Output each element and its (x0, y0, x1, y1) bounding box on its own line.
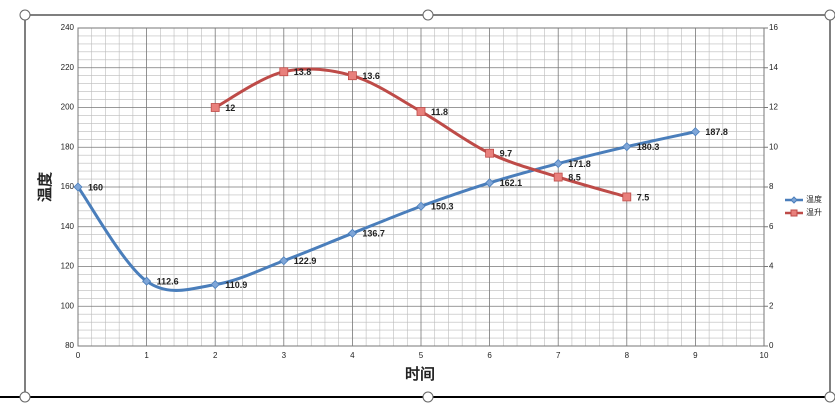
x-tick-label: 0 (76, 351, 81, 360)
data-label: 150.3 (431, 202, 454, 212)
marker (622, 192, 632, 202)
series-line (76, 130, 696, 292)
handle (422, 9, 434, 21)
data-label: 171.8 (568, 159, 591, 169)
x-tick-label: 10 (760, 351, 769, 360)
x-tick-label: 6 (487, 351, 492, 360)
y2-tick-label: 0 (769, 341, 774, 350)
y-tick-label: 220 (61, 63, 75, 72)
marker (416, 201, 426, 211)
handle (19, 391, 31, 403)
marker (416, 107, 426, 116)
x-tick-label: 4 (350, 351, 355, 360)
marker (485, 178, 495, 188)
data-label: 13.6 (362, 71, 380, 81)
data-label: 180.3 (637, 142, 660, 152)
y-axis-title: 温度 (36, 171, 54, 202)
x-tick-label: 1 (144, 351, 149, 360)
data-label: 136.7 (362, 229, 385, 239)
y-tick-label: 100 (61, 301, 75, 310)
x-tick-label: 8 (625, 351, 630, 360)
y2-tick-label: 8 (769, 182, 774, 191)
data-label: 187.8 (705, 127, 728, 137)
marker (622, 142, 632, 152)
data-label: 160 (88, 182, 103, 192)
handle (19, 9, 31, 21)
y-tick-label: 240 (61, 23, 75, 32)
marker (210, 103, 220, 112)
y-tick-label: 120 (61, 262, 75, 271)
data-label: 7.5 (637, 192, 650, 202)
legend-label: 温升 (806, 208, 822, 217)
y2-tick-label: 6 (769, 222, 774, 231)
handles (19, 9, 835, 403)
marker (142, 276, 152, 286)
marker (690, 127, 700, 137)
x-tick-label: 3 (282, 351, 287, 360)
y2-tick-label: 16 (769, 23, 778, 32)
data-label: 11.8 (431, 107, 448, 117)
handle (824, 391, 835, 403)
y2-tick-label: 14 (769, 63, 778, 72)
legend-label: 温度 (806, 194, 822, 204)
legend-marker (790, 196, 798, 204)
data-label: 112.6 (157, 277, 179, 287)
data-label: 162.1 (500, 178, 523, 188)
y-tick-label: 140 (61, 222, 75, 231)
y-tick-label: 80 (65, 341, 74, 350)
marker (210, 280, 220, 290)
x-tick-label: 9 (693, 351, 698, 360)
y2-tick-label: 10 (769, 142, 778, 151)
marker (347, 228, 357, 238)
marker (347, 71, 357, 81)
marker (279, 256, 289, 266)
y-tick-label: 200 (61, 103, 75, 112)
data-label: 122.9 (294, 256, 317, 266)
legend-marker (790, 209, 798, 217)
y2-tick-label: 4 (769, 262, 774, 271)
y-tick-label: 160 (61, 182, 75, 191)
data-label: 9.7 (500, 149, 513, 159)
marker (279, 67, 289, 77)
handle (422, 391, 434, 403)
data-label: 12 (225, 103, 235, 113)
y2-tick-label: 12 (769, 103, 778, 112)
handle (824, 9, 835, 21)
marker (553, 172, 563, 182)
x-tick-label: 7 (556, 351, 561, 360)
data-label: 13.8 (294, 67, 312, 77)
x-tick-label: 5 (419, 351, 424, 360)
data-label: 8.5 (568, 172, 581, 182)
marker (553, 158, 563, 169)
x-tick-label: 2 (213, 351, 218, 360)
marker (73, 182, 83, 192)
y2-tick-label: 2 (769, 301, 774, 310)
y-tick-label: 180 (61, 142, 75, 151)
marker (485, 148, 495, 158)
data-label: 110.9 (225, 280, 247, 290)
x-axis-title: 时间 (405, 365, 435, 383)
